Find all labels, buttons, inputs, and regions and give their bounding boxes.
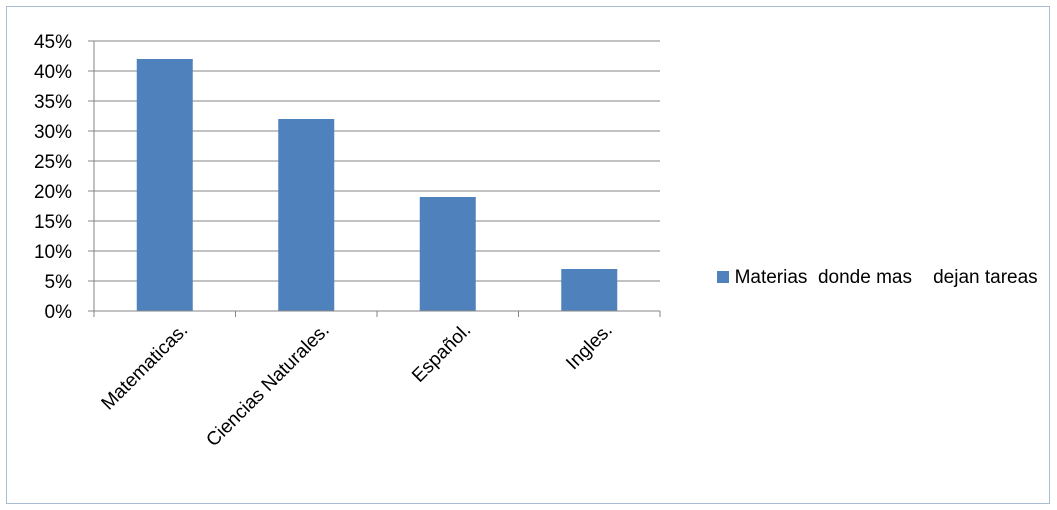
bar [136,59,193,311]
legend-label: Materias donde mas dejan tareas [734,267,1038,288]
x-tick-label: Ingles. [562,320,616,374]
y-tick-label: 15% [34,212,72,233]
y-tick-label: 10% [34,242,72,263]
y-tick-label: 30% [34,122,72,143]
y-tick-labels: 0% 5% 10% 15% 20% 25% 30% 35% 40% 45% [34,32,72,323]
y-tick-label: 5% [45,272,73,293]
y-tick-label: 35% [34,92,72,113]
y-tick-label: 40% [34,62,72,83]
y-tick-label: 0% [45,302,73,323]
x-tick-labels: Matematicas. Ciencias Naturales. Español. I… [98,320,617,451]
x-tick-label: Ciencias Naturales. [202,320,333,451]
y-tick-label: 20% [34,182,72,203]
legend: Materias donde mas dejan tareas [706,236,1046,292]
bar [561,269,618,311]
bar [419,197,476,311]
y-tick-label: 45% [34,32,72,53]
bar [278,119,335,311]
bars [136,59,618,311]
x-tick-label: Español. [408,320,475,387]
legend-swatch [716,271,729,283]
y-tick-label: 25% [34,152,72,173]
axes [88,40,661,317]
x-tick-label: Matematicas. [98,320,193,415]
